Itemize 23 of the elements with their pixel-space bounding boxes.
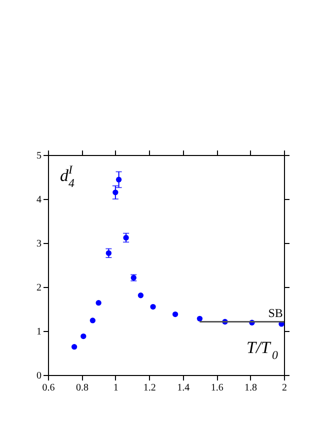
x-tick-label: 0.8 <box>76 382 88 394</box>
x-tick-label: 2 <box>282 382 287 394</box>
x-tick-label: 1.4 <box>177 382 190 394</box>
y-tick-label: 0 <box>36 370 42 382</box>
point <box>150 304 156 310</box>
x-tick-label: 1 <box>113 382 118 394</box>
y-tick-label: 2 <box>36 282 42 294</box>
point <box>90 318 96 324</box>
y-tick-label: 4 <box>36 194 42 206</box>
y-tick-label: 5 <box>36 150 42 162</box>
point <box>80 333 86 340</box>
point <box>138 292 144 298</box>
point <box>96 300 102 306</box>
point <box>71 344 78 350</box>
y-tick-label: 1 <box>36 326 42 338</box>
y-tick-label: 3 <box>36 238 42 250</box>
x-tick-label: 1.6 <box>210 382 224 394</box>
x-tick-label: 0.6 <box>42 382 55 394</box>
point <box>196 316 203 322</box>
annotation: SB <box>268 306 283 320</box>
x-tick-label: 1.8 <box>244 382 258 394</box>
x-tick-label: 1.2 <box>143 382 156 394</box>
point <box>172 311 178 318</box>
